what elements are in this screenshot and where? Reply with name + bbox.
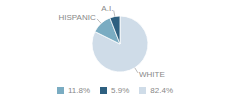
svg-text:HISPANIC: HISPANIC bbox=[59, 13, 96, 22]
html-text:82.4%: 82.4% bbox=[150, 86, 173, 95]
svg-text:WHITE: WHITE bbox=[139, 70, 165, 79]
html-text:5.9%: 5.9% bbox=[111, 86, 130, 95]
svg-text:A.I.: A.I. bbox=[101, 4, 113, 13]
html-text:11.8%: 11.8% bbox=[68, 86, 91, 95]
